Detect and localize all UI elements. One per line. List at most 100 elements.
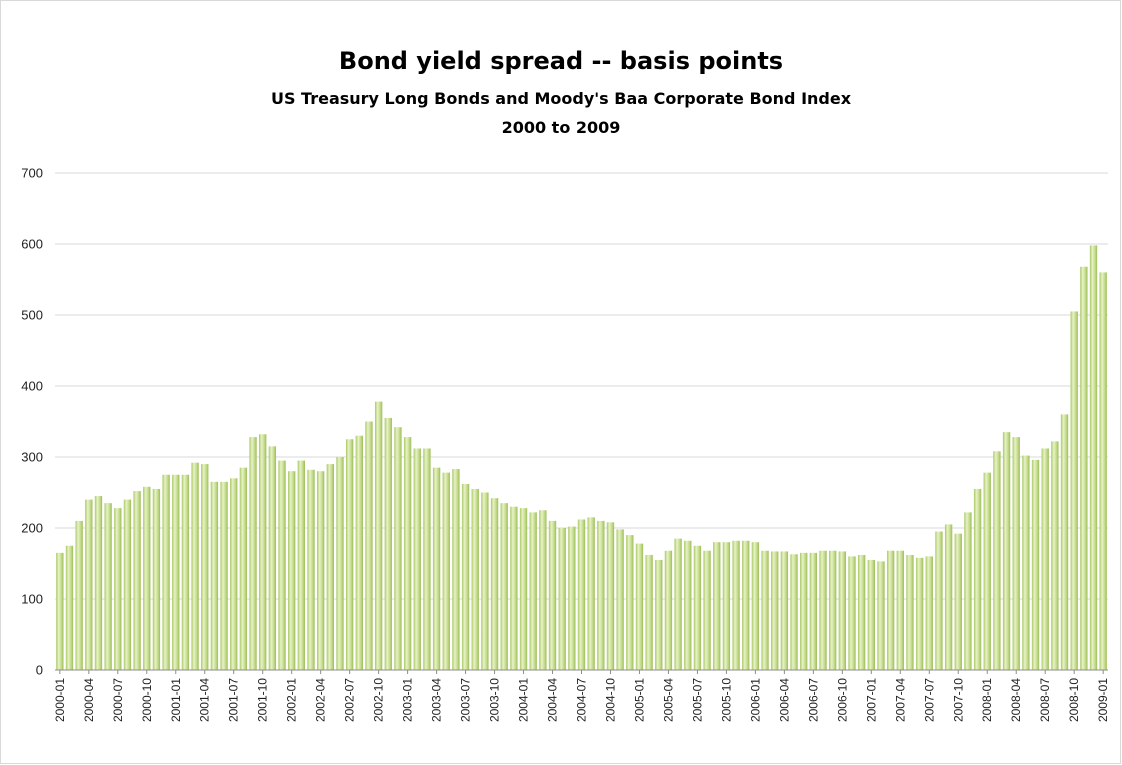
bar: 2001-02: 275 [181,474,190,670]
bar: 2000-08: 240 [123,499,132,670]
bar: 2002-11: 355 [384,417,392,670]
x-tick-label: 2006-07 [806,678,820,722]
x-tick-label: 2005-07 [690,678,704,722]
x-tick-label: 2006-04 [777,678,791,722]
x-tick-label: 2008-01 [980,678,994,722]
bar: 2006-09: 168 [829,550,837,670]
bar: 2005-11: 182 [732,540,740,670]
x-tick-label: 2008-04 [1009,678,1023,722]
bar: 2000-01: 165 [56,552,64,670]
x-tick-label: 2007-07 [922,678,936,722]
x-tick-label: 2000-04 [82,678,96,722]
bar: 2003-02: 312 [413,448,421,670]
bar: 2002-06: 300 [336,457,344,670]
x-tick-label: 2005-10 [719,678,733,722]
x-tick-label: 2000-10 [140,678,154,722]
bar: 2002-10: 378 [374,401,383,670]
x-tick-label: 2003-01 [401,678,415,722]
bar: 2008-07: 312 [1041,448,1049,670]
bar: 2006-07: 165 [809,552,818,670]
chart-title: Bond yield spread -- basis points [338,47,784,75]
bar: 2005-10: 180 [722,542,731,670]
bar: 2000-11: 255 [152,488,161,670]
bar: 2006-03: 167 [771,551,779,670]
bar: 2004-06: 202 [568,526,576,670]
bar: 2002-12: 342 [394,427,402,670]
bar: 2001-12: 295 [278,460,286,670]
bar: 2008-08: 322 [1051,441,1059,670]
bar: 2008-04: 328 [1012,437,1020,670]
bar: 2007-03: 168 [886,550,895,670]
y-tick-label: 500 [21,308,43,323]
y-axis-ticks: 0 100 200 300 400 500 600 700 [21,166,43,678]
x-tick-label: 2004-01 [517,678,531,722]
bar: 2005-12: 182 [742,540,750,670]
bar: 2007-11: 222 [964,512,972,670]
y-tick-label: 200 [21,521,43,536]
bar: 2003-12: 230 [510,506,518,670]
bar: 2001-09: 328 [249,437,257,670]
bar: 2005-03: 155 [655,559,663,670]
bar: 2000-03: 210 [75,520,83,670]
y-tick-label: 300 [21,450,43,465]
bar: 2004-01: 228 [519,508,528,670]
bar: 2008-03: 335 [1002,432,1011,670]
bar: 2002-09: 350 [365,421,373,670]
x-tick-label: 2008-07 [1038,678,1052,722]
x-tick-label: 2008-10 [1067,678,1081,722]
bar: 2008-02: 308 [993,451,1001,670]
bar: 2004-10: 208 [606,522,615,670]
chart-subtitle-years: 2000 to 2009 [501,118,621,137]
bar: 2006-12: 162 [857,554,866,670]
y-tick-label: 0 [36,663,43,678]
x-tick-label: 2004-04 [546,678,560,722]
x-tick-label: 2000-07 [111,678,125,722]
x-tick-label: 2001-07 [227,678,241,722]
x-tick-label: 2001-01 [169,678,183,722]
y-tick-label: 600 [21,237,43,252]
bar: 2004-05: 200 [558,528,566,670]
x-tick-label: 2007-10 [951,678,965,722]
bar: 2004-12: 190 [626,535,634,670]
bar: 2006-05: 163 [790,554,798,670]
bar: 2008-06: 296 [1031,459,1040,670]
x-tick-label: 2003-07 [459,678,473,722]
bar: 2003-04: 285 [432,467,441,670]
bar: 2007-04: 168 [896,550,904,670]
x-tick-label: 2007-01 [864,678,878,722]
x-axis-ticks: 2000-01 2000-04 2000-07 2000-10 2001-01 2001-… [53,670,1110,722]
bar: 2004-11: 198 [616,529,624,670]
bar: 2007-09: 205 [944,524,953,670]
bar: 2006-02: 168 [761,550,769,670]
bar: 2005-05: 185 [674,538,682,670]
bar: 2001-05: 265 [210,481,219,670]
bar: 2002-05: 290 [326,464,334,670]
bar: 2005-07: 175 [693,545,702,670]
bar: 2002-03: 282 [307,469,315,670]
bar: 2007-12: 255 [973,488,982,670]
bar: 2008-12: 598 [1089,245,1098,671]
bar: 2000-06: 235 [104,503,112,670]
bar: 2006-04: 167 [780,551,789,670]
bar: 2006-08: 168 [819,550,827,670]
x-tick-label: 2005-01 [632,678,646,722]
bar: 2006-11: 160 [848,556,856,670]
x-tick-label: 2001-10 [256,678,270,722]
bar: 2001-11: 315 [268,446,277,670]
x-tick-label: 2003-10 [488,678,502,722]
bar: 2000-10: 258 [143,486,151,670]
bar: 2003-10: 242 [490,498,499,670]
chart-subtitle: US Treasury Long Bonds and Moody's Baa C… [270,89,852,108]
bar: 2004-09: 210 [597,520,605,670]
x-tick-label: 2002-07 [343,678,357,722]
bar: 2007-07: 160 [925,556,933,670]
bar: 2009-01: 560 [1099,272,1107,670]
bar: 2004-04: 210 [548,520,557,670]
x-tick-label: 2002-01 [285,678,299,722]
bar: 2008-11: 568 [1080,266,1088,670]
bar: 2004-08: 215 [587,517,595,670]
x-tick-label: 2009-01 [1096,678,1110,722]
x-tick-label: 2000-01 [53,678,67,722]
bar: 2001-01: 275 [172,474,180,670]
